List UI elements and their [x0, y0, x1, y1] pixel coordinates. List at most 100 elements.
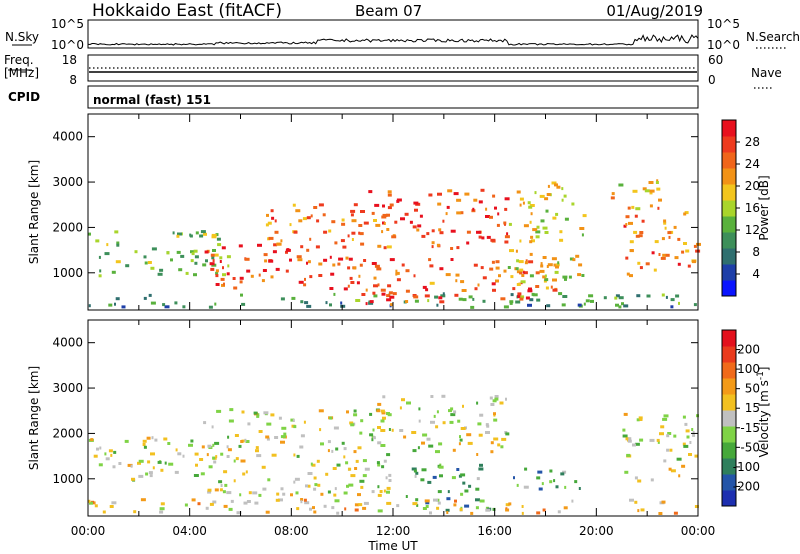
scatter-cell — [396, 278, 401, 282]
scatter-cell — [464, 192, 470, 196]
scatter-cell — [159, 510, 164, 514]
scatter-cell — [485, 431, 490, 434]
scatter-cell — [414, 299, 419, 303]
scatter-cell — [577, 273, 582, 277]
scatter-cell — [190, 250, 194, 254]
colorbar-tick-label: 28 — [745, 135, 760, 149]
scatter-cell — [539, 194, 545, 198]
scatter-cell — [369, 433, 374, 437]
scatter-cell — [470, 305, 475, 309]
scatter-cell — [557, 510, 561, 514]
scatter-cell — [247, 422, 251, 426]
scatter-cell — [327, 440, 331, 444]
scatter-cell — [504, 235, 510, 239]
velocity-panel: 1000 2000 3000 4000 Slant Range [km] 200 100… — [27, 319, 771, 517]
scatter-cell — [417, 446, 420, 450]
scatter-cell — [104, 452, 107, 456]
colorbar-segment — [722, 232, 736, 249]
scatter-cell — [381, 215, 387, 219]
scatter-cell — [341, 441, 345, 445]
scatter-cell — [635, 234, 640, 238]
scatter-cell — [241, 410, 245, 414]
scatter-cell — [182, 305, 186, 309]
colorbar-segment — [722, 378, 736, 395]
scatter-cell — [319, 428, 322, 432]
scatter-cell — [419, 214, 423, 218]
scatter-cell — [220, 484, 223, 487]
colorbar-segment — [722, 136, 736, 153]
colorbar-tick-label: 20 — [745, 179, 760, 193]
scatter-cell — [431, 241, 435, 245]
scatter-cell — [485, 207, 488, 211]
scatter-cell — [531, 292, 535, 296]
scatter-cell — [574, 480, 578, 484]
scatter-cell — [90, 438, 94, 442]
scatter-cell — [318, 262, 323, 266]
scatter-cell — [303, 498, 307, 502]
scatter-cell — [180, 254, 185, 258]
scatter-cell — [353, 203, 358, 207]
scatter-cell — [481, 236, 485, 240]
scatter-cell — [356, 281, 360, 285]
scatter-cell — [147, 261, 152, 264]
scatter-cell — [656, 438, 660, 442]
station-title: Hokkaido East (fitACF) — [92, 1, 282, 21]
scatter-cell — [520, 280, 526, 284]
scatter-cell — [399, 406, 402, 410]
scatter-cell — [396, 504, 400, 508]
scatter-cell — [658, 198, 662, 202]
scatter-cell — [453, 192, 459, 196]
scatter-cell — [500, 297, 506, 301]
scatter-cell — [582, 214, 587, 218]
scatter-cell — [350, 281, 355, 284]
scatter-cell — [360, 242, 365, 246]
scatter-cell — [127, 463, 133, 467]
x-tick-label: 12:00 — [376, 524, 411, 538]
scatter-cell — [371, 490, 375, 494]
scatter-cell — [334, 241, 338, 245]
scatter-cell — [257, 243, 262, 247]
scatter-cell — [446, 205, 450, 209]
scatter-cell — [377, 485, 380, 489]
scatter-cell — [168, 462, 174, 466]
scatter-cell — [379, 490, 383, 493]
scatter-cell — [681, 250, 685, 254]
nsky-tick-top-right: 10^5 — [707, 17, 740, 31]
scatter-cell — [343, 455, 346, 459]
scatter-cell — [216, 237, 221, 241]
scatter-cell — [267, 221, 272, 225]
scatter-cell — [210, 253, 215, 257]
scatter-cell — [492, 507, 496, 511]
colorbar-segment — [722, 426, 736, 443]
scatter-cell — [656, 179, 659, 183]
scatter-cell — [621, 302, 624, 306]
scatter-cell — [150, 452, 155, 456]
scatter-cell — [425, 505, 429, 508]
scatter-cell — [477, 422, 482, 426]
scatter-cell — [497, 443, 501, 447]
scatter-cell — [519, 297, 524, 301]
scatter-cell — [274, 436, 279, 439]
scatter-cell — [166, 251, 170, 255]
scatter-cell — [131, 477, 135, 481]
scatter-cell — [429, 281, 435, 285]
scatter-cell — [581, 274, 585, 277]
scatter-cell — [353, 450, 357, 454]
scatter-cell — [143, 445, 147, 449]
scatter-cell — [482, 299, 486, 303]
scatter-cell — [210, 267, 215, 271]
scatter-cell — [421, 234, 426, 238]
scatter-cell — [360, 210, 365, 213]
scatter-cell — [350, 213, 354, 217]
scatter-cell — [625, 215, 630, 219]
scatter-cell — [434, 295, 439, 299]
scatter-cell — [577, 303, 582, 307]
scatter-cell — [373, 294, 378, 298]
scatter-cell — [475, 498, 480, 502]
scatter-cell — [523, 485, 529, 489]
scatter-cell — [662, 417, 668, 421]
scatter-cell — [623, 412, 628, 416]
scatter-cell — [333, 426, 339, 430]
scatter-cell — [478, 467, 484, 471]
scatter-cell — [496, 223, 500, 227]
